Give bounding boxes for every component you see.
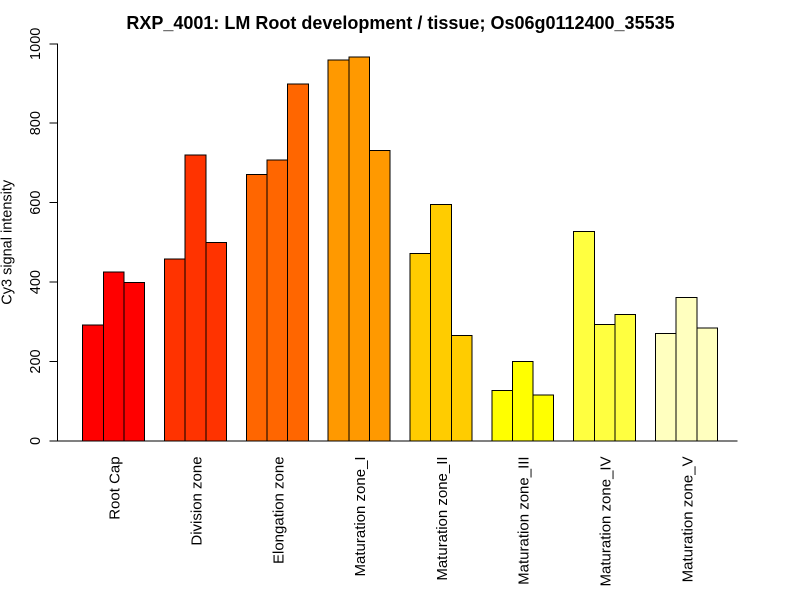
svg-text:RXP_4001: LM Root development: RXP_4001: LM Root development / tissue; … xyxy=(126,13,674,33)
svg-text:Maturation zone_I: Maturation zone_I xyxy=(352,456,369,576)
svg-text:Root Cap: Root Cap xyxy=(107,456,124,519)
svg-text:Maturation zone_IV: Maturation zone_IV xyxy=(598,456,615,586)
svg-text:400: 400 xyxy=(28,270,44,294)
svg-text:Maturation zone_II: Maturation zone_II xyxy=(434,456,451,580)
svg-text:Elongation zone: Elongation zone xyxy=(270,456,287,564)
svg-text:1000: 1000 xyxy=(28,28,44,60)
svg-text:800: 800 xyxy=(28,111,44,135)
svg-text:0: 0 xyxy=(28,437,44,445)
svg-text:Division zone: Division zone xyxy=(188,456,205,545)
svg-text:600: 600 xyxy=(28,191,44,215)
svg-text:Maturation zone_V: Maturation zone_V xyxy=(679,456,696,582)
svg-text:200: 200 xyxy=(28,349,44,373)
svg-text:Maturation zone_III: Maturation zone_III xyxy=(516,456,533,584)
svg-text:Cy3 signal intensity: Cy3 signal intensity xyxy=(0,179,15,305)
